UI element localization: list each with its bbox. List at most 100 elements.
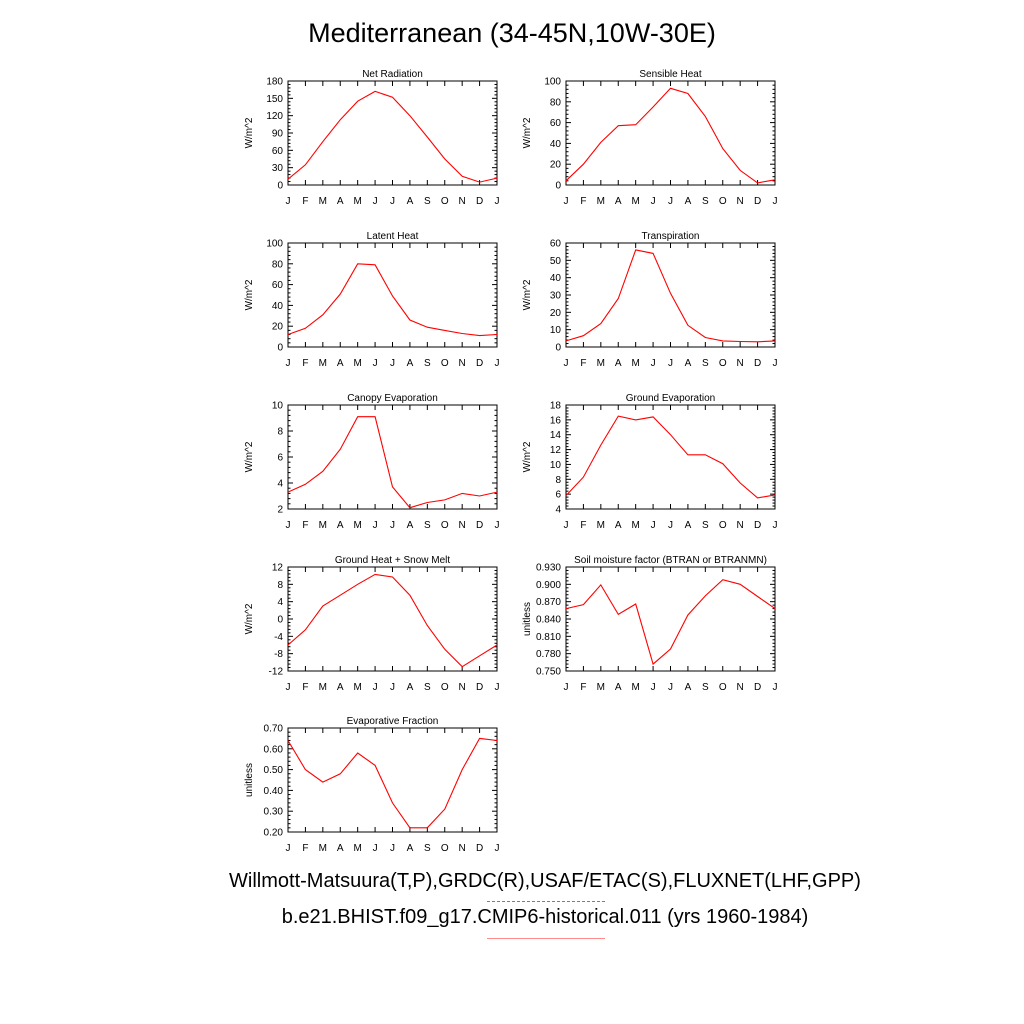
y-tick-label: 0	[277, 343, 283, 354]
y-tick-label: 8	[277, 580, 283, 591]
chart-title: Soil moisture factor (BTRAN or BTRANMN)	[574, 555, 767, 566]
y-tick-label: 40	[550, 139, 562, 150]
y-tick-label: 0.870	[536, 597, 561, 608]
x-tick-label: D	[754, 196, 761, 207]
x-tick-label: J	[373, 843, 378, 854]
panel-latent-heat: Latent Heat W/m^2 0 20 40 60 80 100 J F M A M J J A S O N D…	[230, 224, 520, 379]
x-tick-label: A	[407, 358, 414, 369]
x-tick-label: D	[476, 196, 483, 207]
x-tick-label: M	[353, 358, 361, 369]
x-tick-label: D	[476, 682, 483, 693]
x-tick-label: J	[495, 682, 500, 693]
y-tick-label: 0.810	[536, 632, 561, 643]
x-tick-label: D	[476, 358, 483, 369]
x-tick-label: J	[773, 196, 778, 207]
x-tick-label: J	[286, 682, 291, 693]
y-tick-label: 0.30	[264, 807, 284, 818]
x-tick-label: M	[597, 520, 605, 531]
y-tick-label: 0.40	[264, 786, 284, 797]
y-axis-title: W/m^2	[244, 279, 255, 310]
x-tick-label: A	[685, 196, 692, 207]
y-tick-label: 60	[550, 239, 562, 250]
x-tick-label: J	[651, 358, 656, 369]
series-line	[287, 416, 498, 509]
y-tick-label: -12	[269, 667, 284, 678]
x-tick-label: A	[615, 196, 622, 207]
y-tick-label: 2	[277, 505, 283, 516]
plot-frame	[565, 242, 776, 348]
x-tick-label: A	[407, 682, 414, 693]
x-tick-label: J	[390, 520, 395, 531]
y-tick-label: 40	[550, 273, 562, 284]
x-tick-label: S	[424, 843, 431, 854]
y-tick-label: 0	[555, 343, 561, 354]
x-tick-label: A	[685, 682, 692, 693]
y-tick-label: 20	[272, 322, 284, 333]
x-tick-label: J	[651, 520, 656, 531]
panel-ground-evaporation: Ground Evaporation W/m^2 4 6 8 10 12 14 16 18 J F M A…	[508, 386, 798, 541]
page-title: Mediterranean (34-45N,10W-30E)	[308, 18, 716, 48]
chart-title: Canopy Evaporation	[347, 393, 438, 404]
chart-title: Ground Heat + Snow Melt	[335, 555, 451, 566]
y-tick-label: 0.750	[536, 667, 561, 678]
chart-title: Transpiration	[642, 231, 700, 242]
y-tick-label: 30	[550, 291, 562, 302]
x-tick-label: A	[615, 358, 622, 369]
x-tick-label: J	[286, 843, 291, 854]
x-tick-label: S	[424, 358, 431, 369]
observations-legend-line	[487, 901, 605, 902]
panel-transpiration: Transpiration W/m^2 0 10 20 30 40 50 60 J F M A M J J A S…	[508, 224, 798, 379]
x-tick-label: N	[459, 843, 466, 854]
chart-title: Net Radiation	[362, 69, 423, 80]
series-line	[287, 90, 498, 183]
x-tick-label: N	[459, 682, 466, 693]
x-tick-label: F	[580, 520, 586, 531]
x-tick-label: J	[495, 520, 500, 531]
x-tick-label: J	[564, 358, 569, 369]
series-line	[565, 87, 776, 184]
x-tick-label: J	[564, 682, 569, 693]
x-tick-label: J	[390, 358, 395, 369]
y-tick-label: 8	[555, 475, 561, 486]
x-tick-label: J	[495, 843, 500, 854]
x-tick-label: J	[668, 358, 673, 369]
panel-soil-moisture-factor: Soil moisture factor (BTRAN or BTRANMN) u…	[508, 548, 798, 703]
y-tick-label: 80	[272, 259, 284, 270]
x-tick-label: F	[302, 843, 308, 854]
x-tick-label: M	[353, 682, 361, 693]
x-tick-label: O	[719, 196, 727, 207]
panel-ground-heat-snow-melt: Ground Heat + Snow Melt W/m^2 -12 -8 -4 0 4 8 12…	[230, 548, 520, 703]
series-line	[565, 249, 776, 343]
x-tick-label: J	[564, 520, 569, 531]
x-tick-label: S	[702, 358, 709, 369]
y-tick-label: 0.840	[536, 615, 561, 626]
x-tick-label: J	[373, 358, 378, 369]
x-tick-label: O	[719, 520, 727, 531]
y-tick-label: 10	[550, 325, 562, 336]
y-axis-title: W/m^2	[244, 603, 255, 634]
y-tick-label: 150	[266, 94, 283, 105]
y-tick-label: 120	[266, 111, 283, 122]
x-tick-label: M	[353, 520, 361, 531]
x-tick-label: N	[737, 682, 744, 693]
x-tick-label: J	[651, 196, 656, 207]
x-tick-label: N	[459, 520, 466, 531]
x-tick-label: O	[441, 682, 449, 693]
x-tick-label: F	[580, 682, 586, 693]
x-tick-label: A	[337, 682, 344, 693]
x-tick-label: J	[286, 196, 291, 207]
model-legend-line	[487, 938, 605, 939]
x-tick-label: A	[615, 520, 622, 531]
y-tick-label: 40	[272, 301, 284, 312]
series-line	[287, 737, 498, 829]
y-tick-label: 80	[550, 97, 562, 108]
x-tick-label: O	[441, 358, 449, 369]
x-tick-label: F	[302, 358, 308, 369]
observations-credit: Willmott-Matsuura(T,P),GRDC(R),USAF/ETAC…	[229, 870, 861, 892]
y-tick-label: -8	[274, 649, 283, 660]
x-tick-label: S	[702, 682, 709, 693]
